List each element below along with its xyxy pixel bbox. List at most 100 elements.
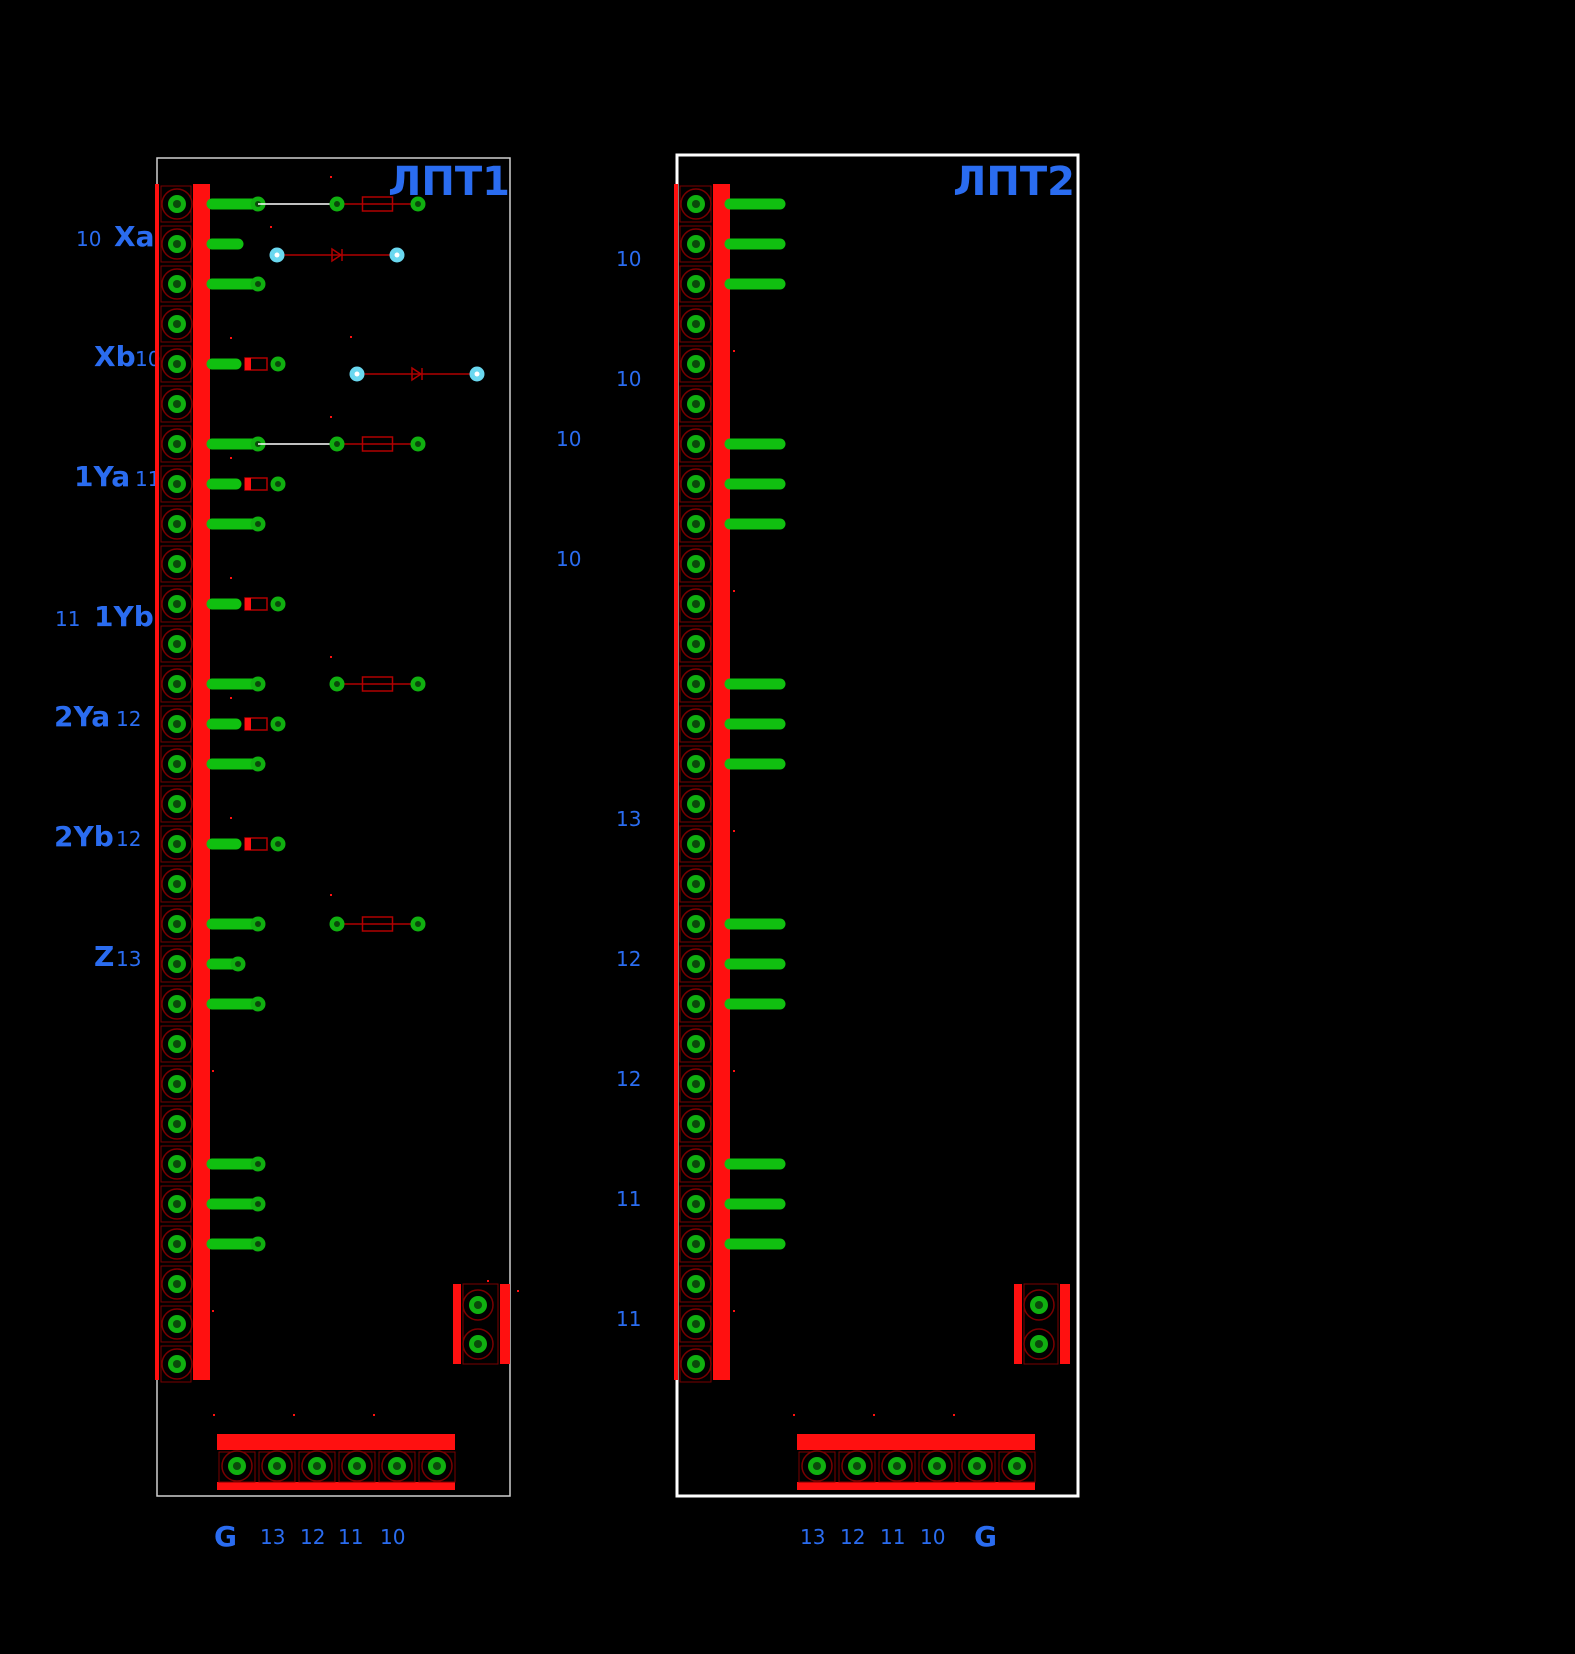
pad-hole: [392, 1461, 402, 1471]
pad-icon: [250, 1156, 266, 1172]
pad-hole: [172, 1279, 182, 1289]
pad-icon: [680, 548, 712, 580]
pad-icon: [161, 468, 193, 500]
drill-mark: [293, 1414, 295, 1416]
diode-icon: [411, 366, 423, 382]
pad-hole: [235, 961, 241, 967]
pad-hole: [691, 1319, 701, 1329]
drill-mark: [230, 577, 232, 579]
pad-icon: [161, 348, 193, 380]
pad-icon: [841, 1450, 873, 1482]
pad-icon: [161, 828, 193, 860]
label-xa: Xa: [114, 220, 154, 253]
pad-icon: [680, 308, 712, 340]
pad-icon: [421, 1450, 453, 1482]
pad-hole: [415, 441, 421, 447]
pad-icon: [680, 708, 712, 740]
pad-hole: [415, 921, 421, 927]
connector-edge: [674, 184, 678, 1380]
pad-icon: [161, 508, 193, 540]
pad-hole: [691, 359, 701, 369]
pad-icon: [881, 1450, 913, 1482]
board-title-lpt2: ЛПТ2: [953, 159, 1075, 205]
drill-mark: [733, 830, 735, 832]
drill-mark: [487, 1280, 489, 1282]
pad-icon: [410, 916, 426, 932]
pad-icon: [680, 228, 712, 260]
bottom-label: 10: [920, 1525, 945, 1549]
pad-hole: [691, 559, 701, 569]
pad-hole: [172, 439, 182, 449]
drill-mark: [373, 1414, 375, 1416]
pad-hole: [172, 479, 182, 489]
pad-hole: [334, 201, 340, 207]
label-z: Z: [94, 940, 114, 973]
pad-icon: [329, 676, 345, 692]
pad-icon: [680, 948, 712, 980]
pad-icon: [161, 708, 193, 740]
pad-hole: [172, 999, 182, 1009]
bottom-label: G: [974, 1520, 997, 1553]
diode-icon: [331, 247, 343, 263]
pad-icon: [680, 988, 712, 1020]
bottom-labels-lpt2: 13 12 11 10 G: [800, 1520, 997, 1553]
bottom-connector-bar: [797, 1434, 1035, 1450]
pad-icon: [161, 1148, 193, 1180]
pad-hole: [172, 799, 182, 809]
pad-icon: [270, 716, 286, 732]
pad-icon: [801, 1450, 833, 1482]
bottom-label: 12: [840, 1525, 865, 1549]
drill-mark: [230, 457, 232, 459]
pad-icon: [161, 1228, 193, 1260]
pad-icon: [161, 908, 193, 940]
drill-mark: [733, 1310, 735, 1312]
pad-icon: [270, 356, 286, 372]
pad-hole: [255, 1001, 261, 1007]
label-z-num: 13: [116, 947, 141, 971]
pad-hole: [691, 599, 701, 609]
pad-hole: [172, 959, 182, 969]
smd-pad: [245, 718, 251, 730]
pad-hole: [172, 839, 182, 849]
pad-icon: [261, 1450, 293, 1482]
pad-icon: [250, 516, 266, 532]
pad-hole: [255, 281, 261, 287]
pad-hole: [312, 1461, 322, 1471]
via-hole: [274, 252, 280, 258]
label-2yb-num: 12: [116, 827, 141, 851]
pad-hole: [172, 919, 182, 929]
pad-hole: [415, 681, 421, 687]
pad-icon: [250, 916, 266, 932]
pad-icon: [161, 788, 193, 820]
side-connector-edge: [453, 1284, 461, 1364]
mid-num: 13: [616, 807, 641, 831]
label-1ya: 1Ya: [74, 460, 130, 493]
pad-hole: [691, 799, 701, 809]
pad-hole: [172, 279, 182, 289]
pad-hole: [1012, 1461, 1022, 1471]
pad-hole: [1034, 1300, 1044, 1310]
pad-hole: [172, 199, 182, 209]
via-hole: [394, 252, 400, 258]
label-xa-num: 10: [76, 227, 101, 251]
pad-icon: [462, 1328, 494, 1360]
pad-hole: [334, 681, 340, 687]
pad-icon: [680, 628, 712, 660]
pad-icon: [161, 188, 193, 220]
pad-hole: [691, 479, 701, 489]
pad-icon: [680, 908, 712, 940]
pad-hole: [172, 319, 182, 329]
pad-hole: [691, 879, 701, 889]
drill-mark: [873, 1414, 875, 1416]
pad-hole: [691, 399, 701, 409]
pad-icon: [341, 1450, 373, 1482]
bottom-label: 13: [800, 1525, 825, 1549]
pad-hole: [232, 1461, 242, 1471]
pad-hole: [352, 1461, 362, 1471]
pad-icon: [161, 1188, 193, 1220]
pad-hole: [473, 1300, 483, 1310]
pad-icon: [161, 1268, 193, 1300]
label-2yb: 2Yb: [54, 820, 114, 853]
pad-hole: [275, 721, 281, 727]
